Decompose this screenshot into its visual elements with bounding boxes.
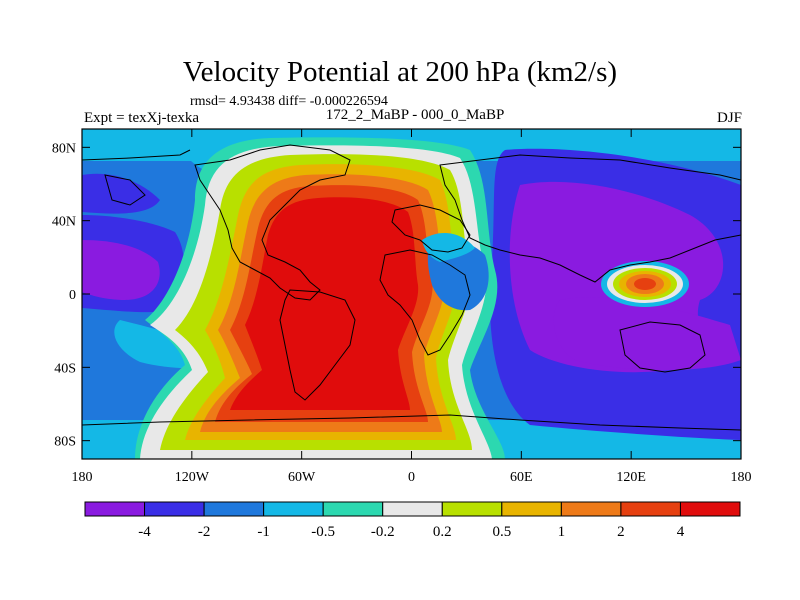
y-tick-label: 0 bbox=[69, 288, 76, 303]
colorbar: -4 -2 -1 -0.5 -0.2 0.2 0.5 1 2 4 bbox=[84, 501, 741, 540]
coastline bbox=[194, 144, 351, 301]
colorbar-swatch bbox=[620, 501, 681, 517]
colorbar-swatch bbox=[679, 501, 741, 517]
colorbar-label: -0.2 bbox=[371, 524, 395, 540]
x-tick-label: 120W bbox=[175, 470, 210, 485]
y-tick-label: 40S bbox=[54, 361, 76, 376]
colorbar-swatch bbox=[501, 501, 562, 517]
coastline bbox=[391, 204, 471, 253]
colorbar-label: -1 bbox=[257, 524, 270, 540]
coastline bbox=[279, 289, 356, 401]
colorbar-label: -0.5 bbox=[311, 524, 335, 540]
y-tick-label: 80N bbox=[52, 141, 76, 156]
contour-fill bbox=[422, 233, 475, 262]
season-label: DJF bbox=[716, 110, 742, 126]
x-tick-label: 0 bbox=[408, 470, 415, 485]
coastline bbox=[82, 149, 191, 161]
x-tick-label: 60W bbox=[288, 470, 316, 485]
contour-fill bbox=[634, 278, 656, 290]
axis-tick-labels: 180 120W 60W 0 60E 120E 180 80N 40N 0 40S 80S bbox=[52, 141, 752, 485]
colorbar-label: 0.5 bbox=[492, 524, 511, 540]
colorbar-swatch bbox=[144, 501, 205, 517]
colorbar-swatch bbox=[322, 501, 384, 517]
colorbar-swatch bbox=[263, 501, 324, 517]
y-tick-label: 80S bbox=[54, 435, 76, 450]
x-tick-label: 60E bbox=[510, 470, 533, 485]
colorbar-swatch bbox=[382, 501, 443, 517]
stats-label: rmsd= 4.93438 diff= -0.000226594 bbox=[190, 94, 388, 109]
contour-fill bbox=[553, 297, 741, 371]
contour-fill bbox=[82, 240, 160, 300]
colorbar-label: 1 bbox=[558, 524, 566, 540]
x-tick-label: 180 bbox=[731, 470, 752, 485]
comparison-label: 172_2_MaBP - 000_0_MaBP bbox=[325, 107, 505, 123]
colorbar-label: 0.2 bbox=[433, 524, 452, 540]
coastline bbox=[104, 174, 146, 206]
contour-field bbox=[82, 129, 741, 459]
experiment-label: Expt = texXj-texka bbox=[84, 110, 200, 126]
axis-ticks bbox=[81, 129, 742, 459]
colorbar-label: 2 bbox=[617, 524, 625, 540]
coastline bbox=[619, 321, 706, 373]
colorbar-swatch bbox=[560, 501, 622, 517]
coastline bbox=[379, 249, 471, 356]
colorbar-label: -2 bbox=[198, 524, 211, 540]
contour-fill bbox=[82, 173, 160, 214]
coastline bbox=[82, 414, 741, 431]
coastlines bbox=[82, 144, 741, 431]
chart-title: Velocity Potential at 200 hPa (km2/s) bbox=[182, 56, 618, 88]
colorbar-swatch bbox=[441, 501, 503, 517]
colorbar-swatch bbox=[203, 501, 265, 517]
colorbar-swatch bbox=[84, 501, 146, 517]
coastline bbox=[439, 154, 741, 283]
y-tick-label: 40N bbox=[52, 215, 76, 230]
colorbar-label: 4 bbox=[677, 524, 685, 540]
x-tick-label: 120E bbox=[616, 470, 646, 485]
colorbar-label: -4 bbox=[138, 524, 151, 540]
contour-fill bbox=[230, 197, 419, 410]
x-tick-label: 180 bbox=[72, 470, 93, 485]
